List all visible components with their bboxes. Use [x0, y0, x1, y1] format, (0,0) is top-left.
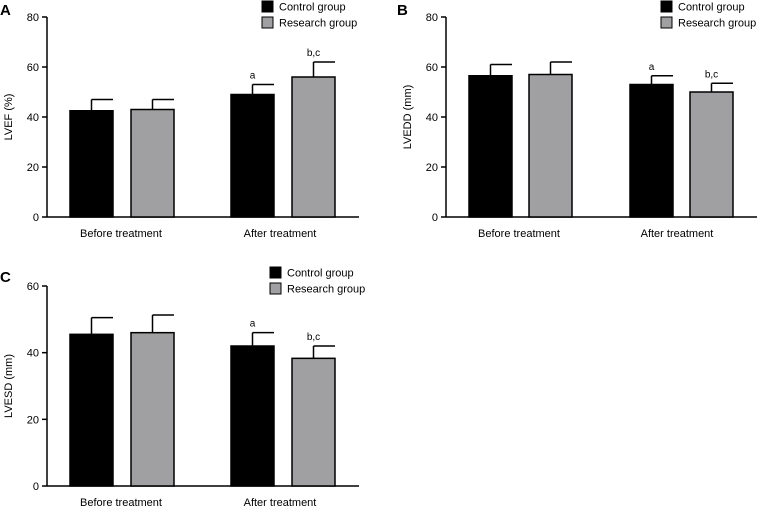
bar: [291, 357, 336, 487]
bar: [130, 108, 175, 218]
y-axis-label: LVESD (mm): [3, 354, 15, 418]
y-axis-label: LVEF (%): [3, 94, 15, 141]
y-tick-label: 0: [432, 212, 438, 224]
bar: [69, 333, 114, 487]
y-tick-label: 60: [426, 62, 438, 74]
category-label: After treatment: [244, 228, 317, 240]
panel-c: C 0 20 40 60 LVESD (mm) Before treatment a b,c A…: [0, 266, 365, 509]
bar: [130, 331, 175, 487]
significance-label: b,c: [307, 332, 320, 343]
panel-b-letter: B: [397, 2, 408, 19]
bar: [528, 73, 573, 218]
y-tick-label: 80: [27, 12, 39, 24]
significance-label: a: [250, 71, 256, 82]
category-label: Before treatment: [478, 228, 560, 240]
panel-b: B 0 20 40 60 80 LVEDD (mm) Before treatment a b,…: [397, 0, 757, 240]
y-tick-label: 80: [426, 12, 438, 24]
y-tick-label: 0: [33, 212, 39, 224]
y-axis-label: LVEDD (mm): [402, 85, 414, 150]
legend-label: Research group: [287, 284, 365, 296]
y-tick-label: 40: [27, 112, 39, 124]
bar: [689, 91, 734, 218]
legend-label: Control group: [287, 268, 354, 280]
legend-swatch: [269, 266, 282, 279]
panel-c-letter: C: [0, 269, 11, 286]
panel-a: A 0 20 40 60 80 LVEF (%) Before treatment a b,c A…: [0, 0, 359, 240]
significance-label: b,c: [307, 48, 320, 59]
category-label: After treatment: [641, 228, 714, 240]
legend-label: Research group: [678, 18, 756, 30]
y-tick-label: 0: [33, 481, 39, 493]
significance-label: b,c: [705, 69, 718, 80]
y-tick-label: 20: [27, 162, 39, 174]
y-tick-label: 40: [27, 348, 39, 360]
legend-swatch: [660, 0, 673, 13]
bar: [291, 76, 336, 218]
legend-label: Control group: [279, 2, 346, 14]
significance-label: a: [649, 62, 655, 73]
bar: [230, 345, 275, 487]
legend-swatch: [660, 16, 673, 29]
legend-swatch: [261, 0, 274, 13]
legend-swatch: [269, 282, 282, 295]
panel-a-letter: A: [0, 2, 11, 19]
bar: [69, 110, 114, 218]
legend-label: Control group: [678, 2, 745, 14]
bar: [230, 93, 275, 218]
y-tick-label: 60: [27, 281, 39, 293]
y-tick-label: 20: [27, 414, 39, 426]
y-tick-label: 40: [426, 112, 438, 124]
significance-label: a: [250, 319, 256, 330]
bar: [629, 83, 674, 218]
category-label: Before treatment: [80, 228, 162, 240]
legend-label: Research group: [279, 18, 357, 30]
y-tick-label: 60: [27, 62, 39, 74]
y-tick-label: 20: [426, 162, 438, 174]
category-label: Before treatment: [80, 497, 162, 509]
category-label: After treatment: [244, 497, 317, 509]
legend-swatch: [261, 16, 274, 29]
bar: [468, 75, 513, 218]
